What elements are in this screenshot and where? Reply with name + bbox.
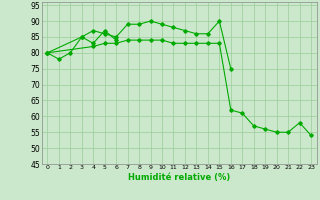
X-axis label: Humidité relative (%): Humidité relative (%) (128, 173, 230, 182)
